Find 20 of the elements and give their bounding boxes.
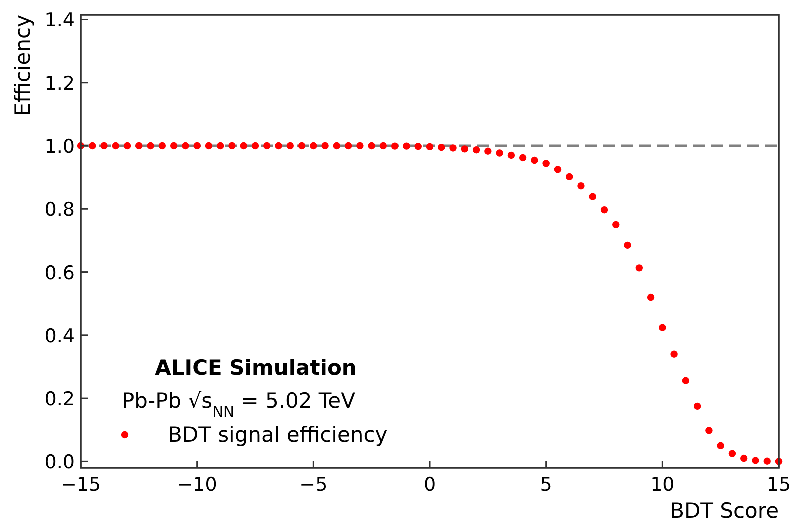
y-axis-title: Efficiency — [11, 15, 35, 116]
x-tick-label: 10 — [650, 474, 675, 496]
y-tick-label: 0.2 — [44, 388, 75, 411]
y-tick-label: 1.2 — [44, 72, 75, 95]
y-tick-label: 0.6 — [44, 262, 75, 284]
y-tick-label: 1.0 — [44, 136, 75, 158]
y-tick-label: 0.0 — [44, 452, 75, 474]
x-tick-label: −10 — [177, 474, 218, 496]
x-tick-label: −5 — [300, 474, 328, 496]
x-tick-label: 15 — [766, 474, 790, 496]
x-axis-title: BDT Score — [670, 499, 779, 519]
x-tick-label: 5 — [540, 474, 552, 496]
y-tick-label: 0.4 — [44, 325, 75, 348]
legend-label: BDT signal efficiency — [168, 423, 388, 447]
x-tick-label: −15 — [60, 474, 102, 496]
y-tick-label: 1.4 — [44, 10, 75, 32]
annotation: ALICE Simulation — [155, 356, 357, 380]
annotation: Pb-Pb √s$_{NN}$ = 5.02 TeV — [122, 389, 356, 420]
x-tick-label: 0 — [424, 474, 436, 496]
y-tick-label: 0.8 — [44, 199, 75, 222]
